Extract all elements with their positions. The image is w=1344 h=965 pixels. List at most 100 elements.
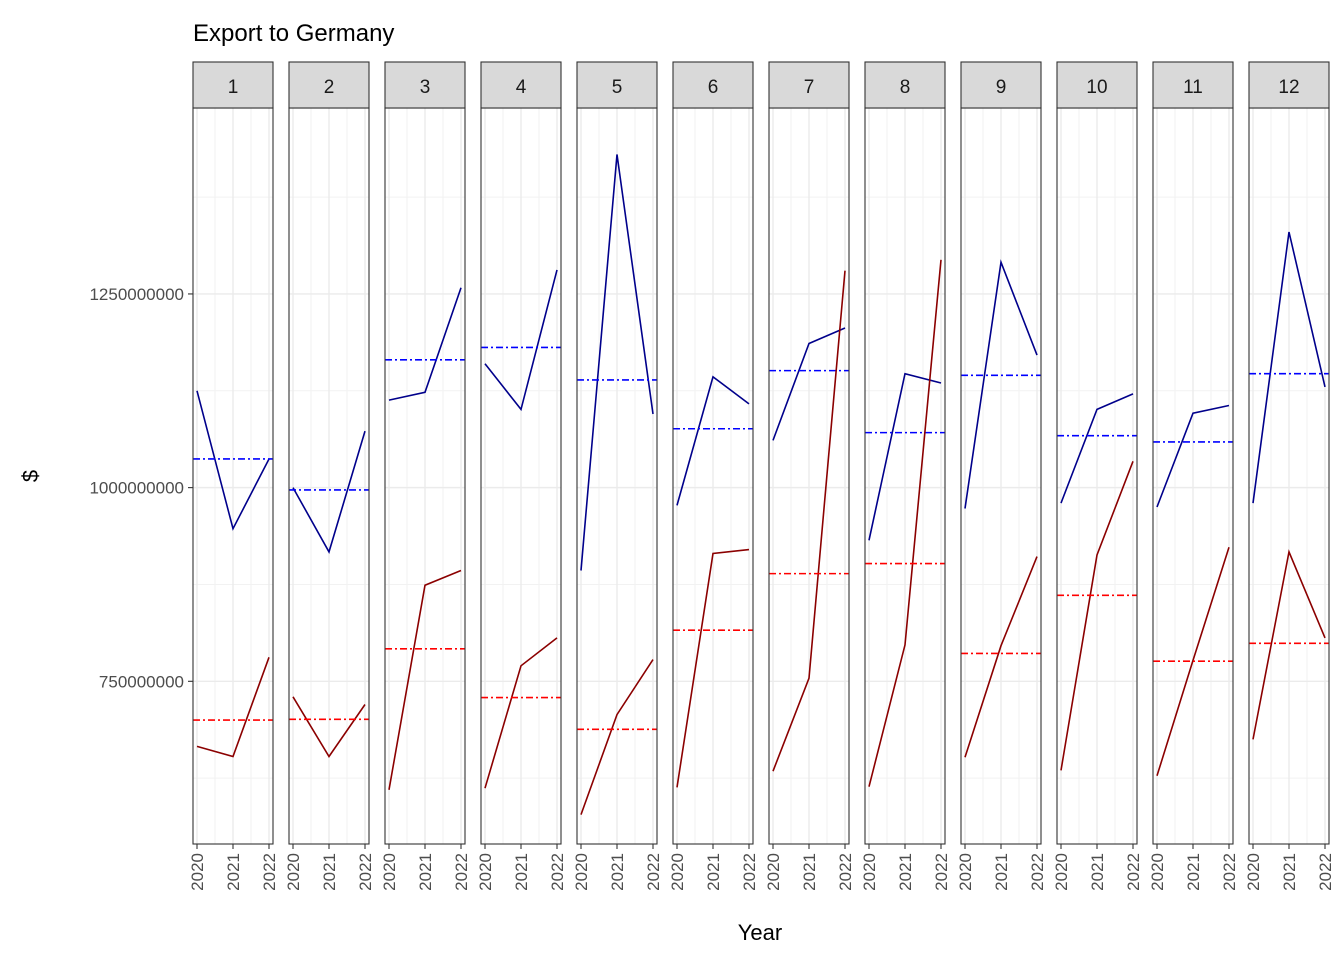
x-tick-label: 2021 [704, 853, 723, 891]
x-tick-label: 2022 [548, 853, 567, 891]
facet-strip-label: 2 [324, 77, 335, 98]
series-1-line [388, 569, 462, 790]
facet-panel-5: 5 2020 2021 2022 [572, 61, 663, 891]
facet-strip [960, 61, 1042, 109]
facet-strip [1056, 61, 1138, 109]
y-axis-ticks: 750000000 1000000000 1250000000 [89, 285, 193, 691]
facet-panel-1: 1 2020 2021 2022 [188, 61, 279, 891]
facet-strip-label: 8 [900, 77, 911, 98]
facet-strip-label: 12 [1278, 77, 1299, 98]
y-tick-label: 1250000000 [89, 285, 184, 304]
x-tick-label: 2021 [608, 853, 627, 891]
series-1-line [868, 259, 942, 787]
facet-panel-10: 10 2020 2021 2022 [1052, 61, 1143, 891]
facet-panel-2: 2 2020 2021 2022 [284, 61, 375, 891]
x-tick-label: 2021 [992, 853, 1011, 891]
x-tick-label: 2022 [1316, 853, 1335, 891]
series-1-line [580, 659, 654, 815]
facet-strip-label: 3 [420, 77, 431, 98]
series-0-line [1252, 231, 1326, 504]
facet-strip-label: 6 [708, 77, 719, 98]
x-tick-label: 2022 [644, 853, 663, 891]
y-tick-label: 1000000000 [89, 479, 184, 498]
facet-strip [864, 61, 946, 109]
facet-strip [480, 61, 562, 109]
x-tick-label: 2022 [836, 853, 855, 891]
series-1-line [676, 548, 750, 788]
x-tick-label: 2021 [224, 853, 243, 891]
series-0-line [772, 327, 846, 441]
x-tick-label: 2021 [512, 853, 531, 891]
series-0-line [1156, 404, 1230, 508]
x-tick-label: 2020 [188, 853, 207, 891]
series-1-line [196, 657, 270, 758]
facet-strip [384, 61, 466, 109]
facet-panel-7: 7 2020 2021 2022 [764, 61, 855, 891]
x-tick-label: 2020 [668, 853, 687, 891]
x-axis-label: Year [738, 920, 782, 945]
x-tick-label: 2022 [740, 853, 759, 891]
series-0-line [964, 259, 1038, 509]
x-tick-label: 2020 [1052, 853, 1071, 891]
x-tick-label: 2020 [860, 853, 879, 891]
x-tick-label: 2022 [1028, 853, 1047, 891]
series-0-line [1060, 393, 1134, 504]
facet-strip-label: 11 [1183, 77, 1203, 98]
x-tick-label: 2022 [452, 853, 471, 891]
facet-strip [576, 61, 658, 109]
facet-strip [768, 61, 850, 109]
series-0-line [484, 269, 558, 412]
series-1-line [1252, 549, 1326, 740]
chart-title: Export to Germany [193, 20, 394, 47]
series-1-line [484, 637, 558, 789]
facet-strip [1152, 61, 1234, 109]
facet-panel-3: 3 2020 2021 2022 [380, 61, 471, 891]
series-1-line [1060, 461, 1134, 771]
series-0-line [580, 154, 654, 571]
facet-strip-label: 1 [228, 77, 239, 98]
series-1-line [964, 556, 1038, 758]
facet-strip-label: 9 [996, 77, 1007, 98]
x-tick-label: 2022 [1124, 853, 1143, 891]
x-tick-label: 2021 [1088, 853, 1107, 891]
facet-strip-label: 10 [1086, 77, 1107, 98]
series-1-line [292, 696, 366, 758]
facet-panel-11: 11 2020 2021 2022 [1148, 61, 1239, 891]
facet-panel-6: 6 2020 2021 2022 [668, 61, 759, 891]
series-1-line [772, 270, 846, 772]
facet-strip-label: 7 [804, 77, 815, 98]
x-tick-label: 2021 [800, 853, 819, 891]
facet-strip [672, 61, 754, 109]
x-tick-label: 2022 [1220, 853, 1239, 891]
x-tick-label: 2020 [1244, 853, 1263, 891]
x-tick-label: 2020 [956, 853, 975, 891]
facet-strip-label: 4 [516, 77, 527, 98]
facet-strip [1248, 61, 1330, 109]
y-axis-label: $ [18, 470, 43, 482]
facet-panel-4: 4 2020 2021 2022 [476, 61, 567, 891]
x-tick-label: 2020 [764, 853, 783, 891]
x-tick-label: 2020 [284, 853, 303, 891]
x-tick-label: 2022 [260, 853, 279, 891]
series-0-line [196, 390, 270, 531]
series-0-line [676, 375, 750, 506]
facet-panel-12: 12 2020 2021 2022 [1244, 61, 1335, 891]
x-tick-label: 2021 [320, 853, 339, 891]
facet-strip-label: 5 [612, 77, 623, 98]
x-tick-label: 2021 [416, 853, 435, 891]
x-tick-label: 2021 [896, 853, 915, 891]
y-tick-label: 750000000 [99, 672, 184, 691]
x-tick-label: 2021 [1280, 853, 1299, 891]
facet-panel-8: 8 2020 2021 2022 [860, 61, 951, 891]
x-tick-label: 2022 [932, 853, 951, 891]
x-tick-label: 2020 [1148, 853, 1167, 891]
facet-panel-9: 9 2020 2021 2022 [956, 61, 1047, 891]
x-tick-label: 2020 [476, 853, 495, 891]
x-tick-label: 2022 [356, 853, 375, 891]
x-tick-label: 2021 [1184, 853, 1203, 891]
series-0-line [292, 430, 366, 554]
facet-strip [192, 61, 274, 109]
